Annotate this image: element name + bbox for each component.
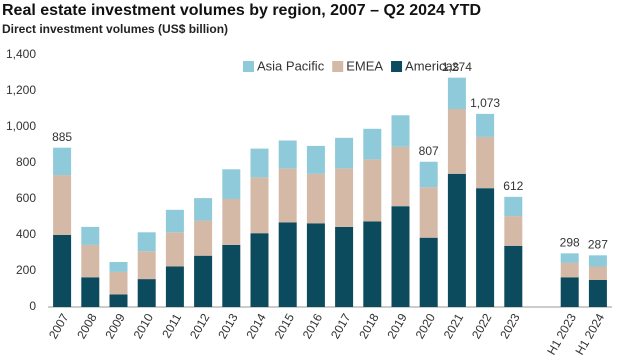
bar-segment: [363, 128, 382, 160]
total-label: 1,274: [442, 60, 472, 74]
chart-subtitle: Direct investment volumes (US$ billion): [2, 22, 228, 36]
total-label: 298: [560, 236, 580, 250]
bar-segment: [335, 226, 354, 307]
bar-segment: [476, 136, 495, 189]
x-tick-label: 2019: [384, 311, 410, 341]
y-tick-label: 1,400: [6, 47, 36, 61]
bar-segment: [447, 173, 466, 307]
bar-segment: [137, 251, 156, 280]
x-tick-label: 2007: [46, 311, 72, 341]
bar-segment: [560, 262, 579, 278]
bar-segment: [278, 168, 297, 223]
bar-segment: [165, 232, 184, 267]
bar-segment: [504, 216, 523, 246]
bar-segment: [588, 280, 607, 307]
y-tick-label: 600: [16, 191, 36, 205]
bar-segment: [447, 77, 466, 109]
bar-segment: [250, 148, 269, 178]
bar-segment: [419, 161, 438, 188]
bar-segment: [391, 206, 410, 307]
x-tick-label: 2023: [497, 311, 523, 341]
bar-segment: [476, 188, 495, 307]
bar-segment: [222, 199, 241, 245]
x-tick-label: 2013: [215, 311, 241, 341]
bar-segment: [109, 262, 128, 272]
y-tick-label: 1,000: [6, 119, 36, 133]
bar-segment: [109, 271, 128, 295]
bar-segment: [560, 253, 579, 263]
chart-title: Real estate investment volumes by region…: [2, 2, 481, 19]
bar-segment: [53, 235, 72, 307]
legend-label: Americas: [405, 58, 460, 73]
bar-segment: [588, 266, 607, 280]
legend-label: Asia Pacific: [257, 58, 325, 73]
bar-segment: [306, 173, 325, 224]
bar-segment: [137, 279, 156, 307]
x-tick-label: 2022: [469, 311, 495, 341]
bar-segment: [109, 294, 128, 307]
bar-segment: [306, 145, 325, 174]
bar-segment: [447, 109, 466, 174]
legend-swatch: [332, 61, 344, 72]
y-tick-label: 200: [16, 263, 36, 277]
bar-segment: [391, 115, 410, 147]
bar-segment: [194, 255, 213, 307]
bar-segment: [335, 168, 354, 227]
bar-segment: [222, 244, 241, 307]
y-tick-label: 400: [16, 227, 36, 241]
x-tick-label: 2008: [74, 311, 100, 341]
x-tick-label: 2015: [272, 311, 298, 341]
bar-segment: [419, 237, 438, 307]
bar-segment: [278, 140, 297, 169]
y-tick-label: 1,200: [6, 83, 36, 97]
y-tick-label: 0: [29, 299, 36, 313]
legend-label: EMEA: [346, 58, 383, 73]
bar-segment: [419, 187, 438, 238]
total-label: 287: [588, 238, 608, 252]
x-tick-label: 2011: [159, 311, 184, 341]
x-tick-label: 2017: [328, 311, 354, 341]
bar-segment: [250, 177, 269, 234]
bar-segment: [335, 137, 354, 169]
bar-segment: [306, 223, 325, 307]
bar-segment: [53, 175, 72, 235]
x-tick-label: 2020: [413, 311, 439, 341]
x-tick-label: 2010: [131, 311, 157, 341]
bar-segment: [194, 220, 213, 256]
bar-segment: [81, 244, 100, 278]
total-label: 807: [419, 144, 439, 158]
bar-segment: [504, 196, 523, 217]
bar-segment: [588, 255, 607, 267]
bar-segment: [165, 266, 184, 307]
bar-segment: [81, 226, 100, 245]
bar-segment: [250, 233, 269, 307]
x-tick-label: 2014: [243, 311, 269, 341]
x-tick-label: 2012: [187, 311, 213, 341]
bar-segment: [165, 209, 184, 233]
x-tick-label: 2018: [356, 311, 382, 341]
bar-segment: [194, 198, 213, 221]
x-tick-label: 2009: [102, 311, 128, 341]
total-label: 885: [52, 130, 72, 144]
bar-segment: [476, 113, 495, 137]
bar-segment: [278, 222, 297, 307]
total-label: 612: [503, 179, 523, 193]
bar-segment: [560, 277, 579, 307]
x-tick-label: 2016: [300, 311, 326, 341]
bar-segment: [363, 221, 382, 307]
bar-segment: [53, 147, 72, 176]
bar-segment: [81, 277, 100, 307]
bar-segment: [363, 159, 382, 222]
y-tick-label: 800: [16, 155, 36, 169]
bar-segment: [222, 169, 241, 199]
legend-swatch: [391, 61, 403, 72]
bar-segment: [137, 232, 156, 252]
x-tick-label: 2021: [441, 311, 467, 341]
total-label: 1,073: [470, 96, 500, 110]
legend-swatch: [243, 61, 254, 72]
bar-segment: [504, 245, 523, 307]
bar-segment: [391, 146, 410, 207]
